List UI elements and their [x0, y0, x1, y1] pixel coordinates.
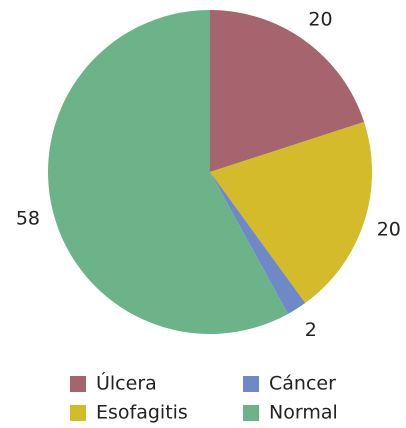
legend-swatch	[243, 405, 259, 421]
data-label: 20	[377, 219, 401, 241]
pie-slice	[210, 121, 372, 304]
legend-swatch	[70, 405, 86, 421]
legend-label: Úlcera	[96, 371, 157, 395]
data-label: 20	[308, 8, 332, 30]
data-label: 2	[305, 319, 317, 341]
legend-label: Esofagitis	[96, 402, 188, 424]
legend-swatch	[243, 376, 259, 392]
legend-label: Normal	[269, 402, 338, 424]
pie-slice	[47, 10, 289, 334]
legend-label: Cáncer	[269, 373, 336, 395]
pie-slice	[210, 172, 306, 314]
data-label: 58	[16, 207, 40, 229]
legend-swatch	[70, 376, 86, 392]
pie-slice	[210, 10, 365, 172]
